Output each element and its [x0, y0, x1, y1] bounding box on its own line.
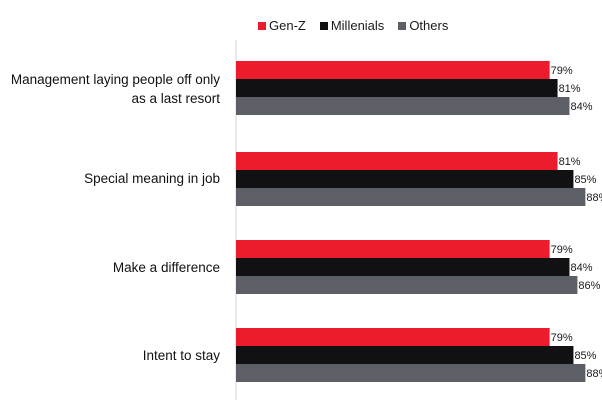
bar-millenials-0: [236, 79, 558, 97]
legend-label-others: Others: [409, 18, 449, 33]
value-label-gen-z-1: 81%: [559, 156, 581, 168]
legend-item-gen-z: Gen-Z: [258, 18, 306, 33]
legend-label-millenials: Millenials: [330, 18, 385, 33]
value-label-others-1: 88%: [586, 192, 602, 204]
legend-swatch-gen-z: [258, 21, 266, 30]
bar-others-1: [236, 188, 586, 206]
bar-gen-z-2: [236, 240, 550, 258]
bar-millenials-2: [236, 258, 570, 276]
bar-others-0: [236, 97, 570, 115]
value-label-millenials-0: 81%: [559, 83, 581, 95]
value-label-millenials-2: 84%: [570, 262, 592, 274]
bar-millenials-3: [236, 346, 574, 364]
legend-swatch-millenials: [319, 21, 328, 30]
value-label-others-3: 88%: [586, 368, 602, 380]
category-label-make-difference: Make a difference: [112, 260, 220, 275]
value-label-gen-z-2: 79%: [551, 244, 573, 256]
bar-others-2: [236, 276, 578, 294]
bar-gen-z-0: [236, 61, 550, 79]
value-label-gen-z-3: 79%: [551, 332, 573, 344]
value-label-gen-z-0: 79%: [551, 65, 573, 77]
legend-item-others: Others: [398, 18, 448, 33]
bar-gen-z-1: [236, 152, 558, 170]
value-label-millenials-3: 85%: [574, 350, 596, 362]
category-label-last-resort: Management laying people off only as a l…: [10, 72, 220, 106]
value-label-others-0: 84%: [570, 101, 592, 113]
value-label-millenials-1: 85%: [574, 174, 596, 186]
chart-legend: Gen-Z Millenials Others: [258, 18, 448, 33]
value-label-others-2: 86%: [578, 280, 600, 292]
bar-others-3: [236, 364, 586, 382]
category-label-special-meaning: Special meaning in job: [84, 171, 220, 186]
bar-gen-z-3: [236, 328, 550, 346]
bar-millenials-1: [236, 170, 574, 188]
legend-swatch-others: [398, 21, 407, 30]
category-label-intent-to-stay: Intent to stay: [142, 348, 220, 363]
legend-label-gen-z: Gen-Z: [269, 18, 306, 33]
legend-item-millenials: Millenials: [319, 18, 385, 33]
